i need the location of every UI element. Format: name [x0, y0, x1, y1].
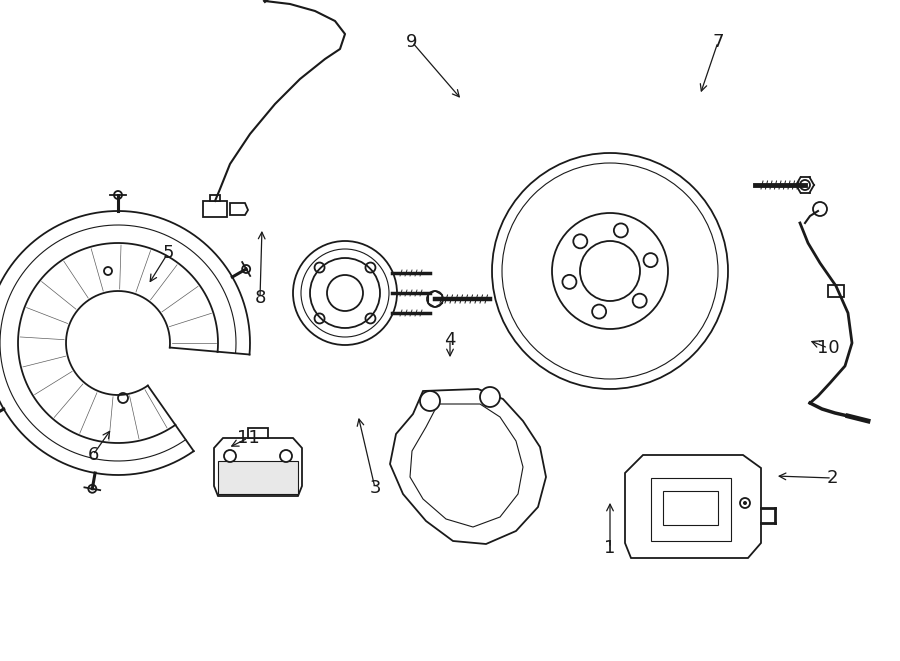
Polygon shape [218, 461, 298, 494]
Text: 10: 10 [816, 339, 840, 357]
Circle shape [224, 450, 236, 462]
Text: 8: 8 [255, 289, 266, 307]
Text: 2: 2 [826, 469, 838, 487]
Polygon shape [828, 285, 844, 297]
Text: 11: 11 [237, 429, 259, 447]
Circle shape [800, 180, 810, 190]
Text: 7: 7 [712, 33, 724, 51]
Polygon shape [410, 404, 523, 527]
Text: 6: 6 [87, 446, 99, 464]
Polygon shape [203, 201, 227, 217]
Circle shape [88, 485, 96, 492]
Text: 5: 5 [162, 244, 174, 262]
Circle shape [420, 391, 440, 411]
Circle shape [743, 501, 747, 505]
Polygon shape [625, 455, 761, 558]
Polygon shape [390, 389, 546, 544]
Circle shape [813, 202, 827, 216]
Circle shape [280, 450, 292, 462]
Polygon shape [214, 438, 302, 496]
Circle shape [427, 291, 443, 307]
Text: 1: 1 [604, 539, 616, 557]
Circle shape [242, 265, 250, 273]
Polygon shape [210, 195, 220, 201]
Circle shape [114, 191, 122, 199]
Text: 4: 4 [445, 331, 455, 349]
Polygon shape [230, 203, 248, 215]
Text: 9: 9 [406, 33, 418, 51]
Circle shape [480, 387, 500, 407]
Text: 3: 3 [369, 479, 381, 497]
Polygon shape [248, 428, 268, 438]
